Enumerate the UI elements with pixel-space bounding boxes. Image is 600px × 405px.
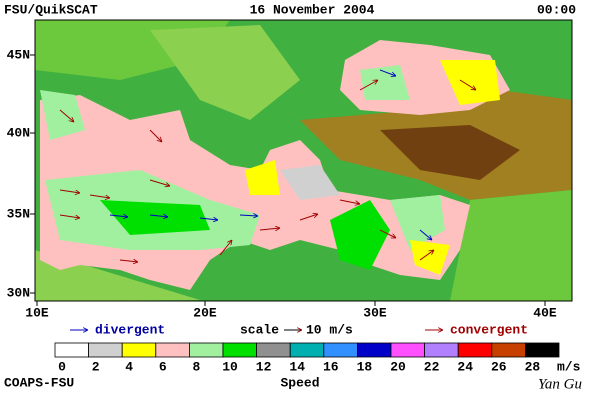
colorbar-swatch	[457, 342, 493, 358]
header-center: 16 November 2004	[250, 2, 375, 17]
colorbar-swatch	[289, 342, 325, 358]
lat-label: 30N	[7, 285, 30, 300]
map-frame	[34, 19, 573, 302]
colorbar-label: 16	[323, 359, 339, 374]
colorbar-label: 12	[256, 359, 272, 374]
lon-label: 30E	[363, 305, 387, 320]
colorbar-label: 18	[357, 359, 373, 374]
colorbar-label: 20	[390, 359, 406, 374]
legend-scale: scale	[240, 322, 279, 337]
lon-label: 20E	[193, 305, 217, 320]
colorbar-label: 10	[222, 359, 238, 374]
colorbar-swatch	[424, 342, 459, 358]
colorbar-label: 2	[92, 359, 100, 374]
colorbar-swatch	[54, 342, 89, 358]
lat-label: 40N	[7, 125, 30, 140]
colorbar-swatch	[188, 342, 224, 358]
header-left: FSU/QuikSCAT	[4, 2, 98, 17]
colorbar-label: 24	[457, 359, 473, 374]
legend-divergent: divergent	[95, 322, 165, 337]
colorbar-label: 6	[159, 359, 167, 374]
colorbar-swatch	[323, 342, 358, 358]
colorbar-unit: m/s	[557, 359, 581, 374]
colorbar-swatch	[155, 342, 190, 358]
lat-label: 45N	[7, 47, 30, 62]
colorbar-swatch	[390, 342, 425, 358]
colorbar-label: 14	[289, 359, 305, 374]
legend-convergent: convergent	[450, 322, 528, 337]
map	[35, 20, 572, 301]
header-right: 00:00	[537, 2, 576, 17]
colorbar-label: 22	[424, 359, 440, 374]
colorbar-swatch	[88, 342, 123, 358]
lon-label: 40E	[533, 305, 557, 320]
colorbar-swatch	[121, 342, 157, 358]
colorbar-title: Speed	[280, 375, 319, 390]
colorbar-label: 0	[58, 359, 66, 374]
lon-label: 10E	[25, 305, 49, 320]
colorbar-swatch	[222, 342, 257, 358]
colorbar-label: 8	[192, 359, 200, 374]
colorbar-label: 4	[125, 359, 133, 374]
colorbar-label: 26	[491, 359, 507, 374]
colorbar-swatch	[256, 342, 291, 358]
legend-scale-value: 10 m/s	[306, 322, 353, 337]
colorbar-swatch	[491, 342, 526, 358]
colorbar-swatch	[525, 342, 560, 358]
footer-left: COAPS-FSU	[4, 375, 74, 390]
colorbar-label: 28	[525, 359, 541, 374]
colorbar-swatch	[356, 342, 392, 358]
footer-right: Yan Gu	[538, 376, 582, 392]
lat-label: 35N	[7, 206, 30, 221]
